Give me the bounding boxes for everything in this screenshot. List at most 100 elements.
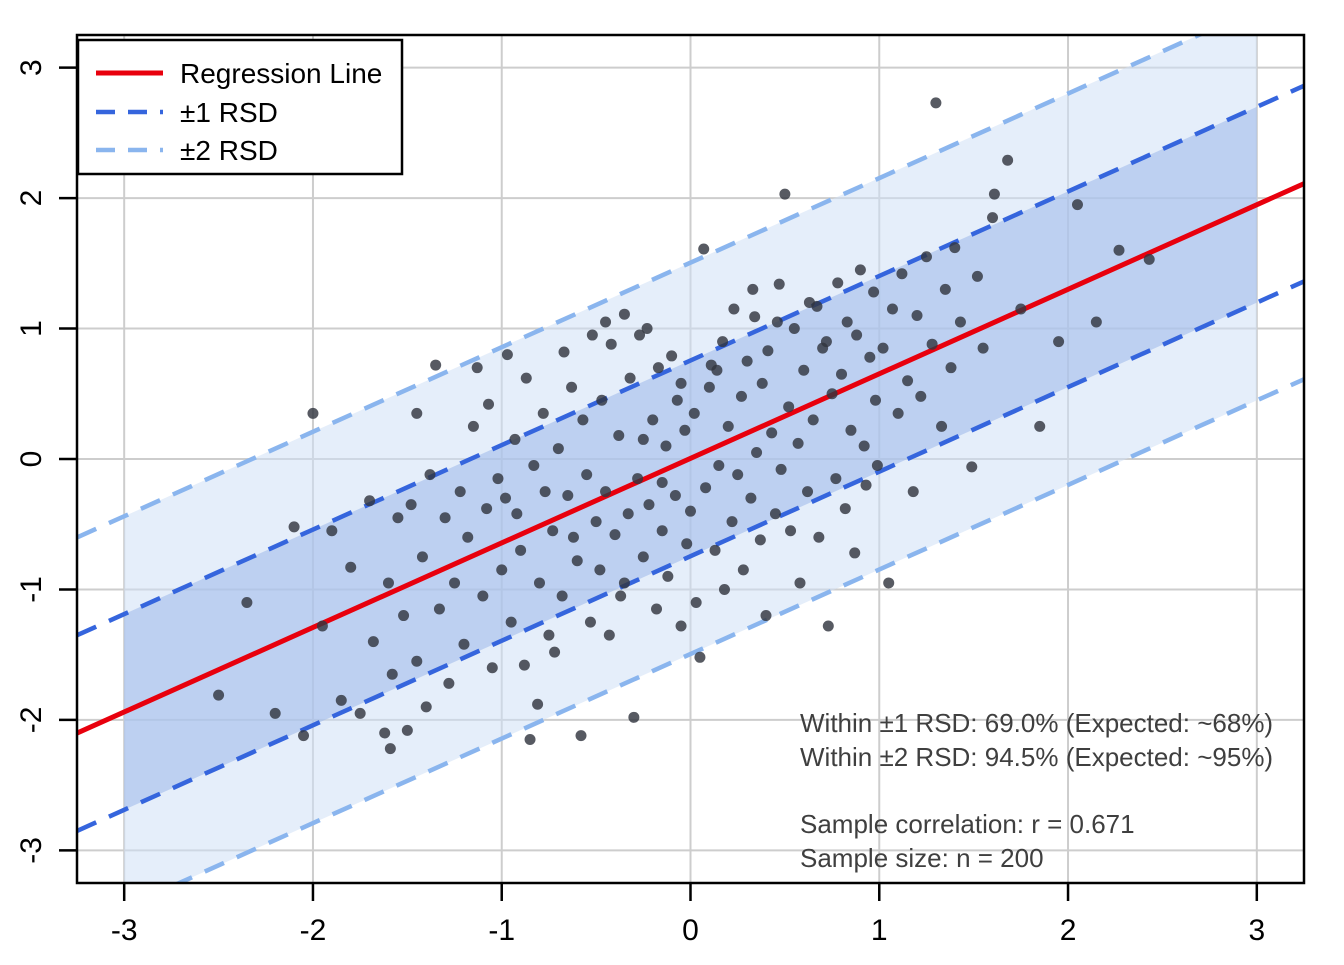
data-point bbox=[1053, 336, 1065, 348]
data-point bbox=[802, 486, 814, 498]
data-point bbox=[575, 730, 587, 742]
data-point bbox=[424, 469, 436, 481]
data-point bbox=[501, 349, 513, 361]
stats-annotations: Within ±1 RSD: 69.0% (Expected: ~68%) Wi… bbox=[800, 708, 1273, 873]
data-point bbox=[775, 463, 787, 475]
stat-correlation: Sample correlation: r = 0.671 bbox=[800, 809, 1135, 839]
data-point bbox=[685, 505, 696, 517]
data-point bbox=[471, 362, 483, 374]
data-point bbox=[726, 516, 738, 528]
data-point bbox=[728, 303, 740, 315]
data-point bbox=[586, 329, 598, 341]
data-point bbox=[751, 446, 763, 458]
data-point bbox=[709, 544, 721, 556]
data-point bbox=[600, 316, 612, 328]
data-point bbox=[698, 243, 710, 255]
data-point bbox=[871, 460, 883, 472]
data-point bbox=[398, 610, 410, 622]
data-point bbox=[556, 590, 568, 602]
data-point bbox=[449, 577, 461, 589]
data-point bbox=[411, 655, 423, 667]
data-point bbox=[820, 336, 832, 348]
data-point bbox=[807, 414, 819, 426]
data-point bbox=[756, 377, 768, 389]
data-point bbox=[717, 336, 729, 348]
data-point bbox=[382, 577, 394, 589]
data-point bbox=[1090, 316, 1102, 328]
data-point bbox=[483, 398, 495, 410]
data-point bbox=[520, 372, 532, 384]
data-point bbox=[562, 490, 574, 502]
data-point bbox=[581, 469, 593, 481]
data-point bbox=[681, 538, 693, 550]
data-point bbox=[877, 342, 889, 354]
data-point bbox=[443, 677, 455, 689]
data-point bbox=[949, 242, 961, 254]
y-axis-tick-label: 0 bbox=[15, 451, 48, 468]
data-point bbox=[405, 499, 417, 511]
data-point bbox=[869, 394, 881, 406]
data-point bbox=[868, 286, 880, 298]
data-point bbox=[988, 188, 1000, 200]
axes: -3 -2 -1 0 1 2 3 -3 -2 -1 0 1 2 3 bbox=[15, 59, 1265, 947]
data-point bbox=[367, 636, 379, 648]
data-point bbox=[605, 338, 617, 350]
y-axis-tick-label: -2 bbox=[15, 707, 48, 734]
data-point bbox=[269, 707, 281, 719]
data-point bbox=[439, 512, 451, 524]
data-point bbox=[836, 368, 848, 380]
data-point bbox=[656, 525, 668, 537]
data-point bbox=[711, 364, 723, 376]
data-point bbox=[500, 492, 512, 504]
data-point bbox=[860, 479, 872, 491]
data-point bbox=[864, 351, 876, 363]
data-point bbox=[896, 268, 908, 280]
data-point bbox=[335, 694, 347, 706]
data-point bbox=[886, 303, 898, 315]
data-point bbox=[401, 724, 413, 736]
data-point bbox=[354, 707, 366, 719]
rsd-line-upper-1 bbox=[77, 83, 1304, 638]
data-point bbox=[622, 508, 634, 520]
data-point bbox=[600, 486, 612, 498]
data-point bbox=[841, 316, 853, 328]
data-point bbox=[596, 394, 608, 406]
regression-line bbox=[77, 181, 1304, 736]
data-point bbox=[754, 534, 766, 546]
rsd-line-upper-2 bbox=[77, 35, 1205, 540]
data-point bbox=[566, 381, 578, 393]
data-point bbox=[783, 401, 795, 413]
data-point bbox=[694, 651, 706, 663]
legend-box bbox=[76, 38, 404, 176]
data-point bbox=[749, 311, 761, 323]
data-point bbox=[496, 564, 508, 576]
data-point bbox=[671, 394, 683, 406]
scatter-points bbox=[213, 97, 1155, 755]
data-point bbox=[571, 555, 583, 567]
rsd-line-lower-2 bbox=[173, 377, 1304, 883]
data-point bbox=[524, 733, 536, 745]
data-point bbox=[779, 188, 791, 200]
data-point bbox=[486, 662, 498, 674]
data-point bbox=[411, 407, 423, 419]
data-point bbox=[584, 616, 596, 628]
data-point bbox=[747, 283, 759, 295]
y-axis-tick-label: 2 bbox=[15, 190, 48, 207]
legend-1rsd-label: ±1 RSD bbox=[180, 97, 278, 128]
data-point bbox=[379, 727, 391, 739]
data-point bbox=[713, 460, 725, 472]
data-point bbox=[849, 547, 861, 559]
data-point bbox=[936, 420, 948, 432]
data-point bbox=[433, 603, 445, 615]
data-point bbox=[911, 309, 923, 321]
data-point bbox=[666, 350, 678, 362]
data-point bbox=[832, 277, 844, 289]
data-point bbox=[634, 329, 646, 341]
x-axis-tick-label: 1 bbox=[871, 914, 888, 947]
data-point bbox=[822, 620, 834, 632]
data-point bbox=[632, 473, 644, 485]
data-point bbox=[624, 372, 636, 384]
data-point bbox=[771, 316, 783, 328]
data-point bbox=[845, 424, 857, 436]
data-point bbox=[1113, 244, 1125, 256]
